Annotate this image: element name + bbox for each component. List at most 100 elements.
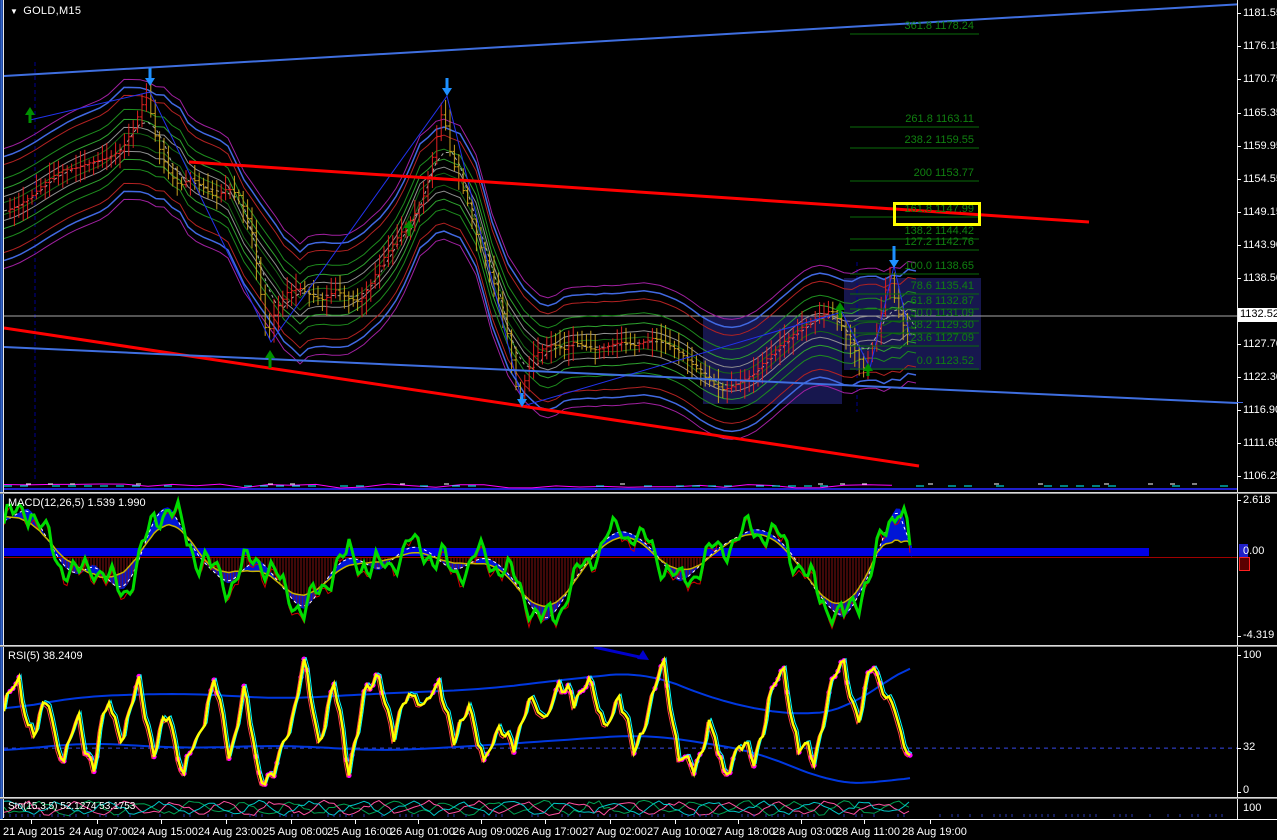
panel-left-border: [3, 0, 4, 818]
price-tick-mark: [1237, 410, 1241, 411]
buy-arrow-icon[interactable]: [25, 107, 35, 115]
rsi-axis-min: 0: [1243, 784, 1250, 796]
window-left-border: [0, 0, 3, 840]
rsi-lower-band-line: [4, 735, 911, 784]
time-label: 28 Aug 19:00: [902, 826, 967, 838]
buy-arrow-icon[interactable]: [265, 350, 275, 358]
fib-label-161.8: 161.8 1147.99: [904, 203, 974, 215]
fib-label-61.8: 61.8 1132.87: [910, 295, 974, 307]
time-label: 26 Aug 17:00: [517, 826, 582, 838]
price-tick-label: 1181.55: [1243, 7, 1277, 19]
fib-label-200: 200 1153.77: [913, 167, 974, 179]
annotation-arrow-line[interactable]: [593, 647, 645, 660]
consolidation-box[interactable]: [844, 278, 981, 370]
sell-arrow-icon[interactable]: [145, 78, 155, 86]
time-tick-mark: [31, 820, 32, 824]
macd-tick-mark: [1237, 500, 1241, 501]
price-tick-mark: [1237, 146, 1241, 147]
trendline-descending-support[interactable]: [4, 326, 920, 468]
highlight-box-161-8[interactable]: [893, 202, 981, 226]
time-label: 27 Aug 10:00: [647, 826, 712, 838]
fib-label-0.0: 0.0 1123.52: [916, 355, 974, 367]
time-tick-mark: [738, 820, 739, 824]
time-tick-mark: [545, 820, 546, 824]
price-tick-label: 1111.65: [1243, 437, 1277, 449]
rsi-panel-canvas[interactable]: [4, 647, 1237, 797]
time-label: 25 Aug 16:00: [327, 826, 392, 838]
price-tick-label: 1154.55: [1243, 173, 1277, 185]
strip-magenta-line: [4, 483, 893, 489]
panel-splitter-macd[interactable]: [0, 492, 1277, 494]
time-label: 25 Aug 08:00: [263, 826, 328, 838]
time-axis[interactable]: 21 Aug 2015 24 Aug 07:00 24 Aug 15:00 24 Au…: [0, 819, 1277, 840]
price-tick-label: 1165.35: [1243, 107, 1277, 119]
time-label: 21 Aug 2015: [3, 826, 65, 838]
band-line: [4, 144, 917, 386]
macd-green-line: [4, 495, 912, 628]
price-tick-mark: [1237, 443, 1241, 444]
band-line: [4, 198, 917, 440]
price-tick-label: 1116.90: [1243, 404, 1277, 416]
macd-panel-canvas[interactable]: [4, 494, 1237, 645]
rsi-tick-mark: [1237, 655, 1241, 656]
price-tick-mark: [1237, 344, 1241, 345]
price-tick-mark: [1237, 179, 1241, 180]
sell-arrow-icon[interactable]: [517, 399, 527, 407]
symbol-title[interactable]: ▼ GOLD,M15: [10, 5, 81, 17]
price-tick-label: 1127.70: [1243, 338, 1277, 350]
sell-arrow-icon[interactable]: [889, 260, 899, 268]
time-label: 26 Aug 01:00: [390, 826, 455, 838]
price-tick-mark: [1237, 212, 1241, 213]
sell-arrow-icon[interactable]: [442, 88, 452, 96]
buy-arrow-icon[interactable]: [835, 302, 845, 310]
time-label: 24 Aug 15:00: [133, 826, 198, 838]
fib-label-138.2: 138.2 1144.42: [904, 225, 974, 237]
price-tick-mark: [1237, 13, 1241, 14]
price-tick-label: 1149.15: [1243, 206, 1277, 218]
time-label: 28 Aug 03:00: [773, 826, 838, 838]
band-line: [4, 118, 917, 360]
price-axis[interactable]: 1181.55 1176.15 1170.75 1165.35 1159.95 1154.…: [1237, 0, 1277, 819]
main-chart-canvas[interactable]: [4, 0, 1237, 492]
macd-axis-min: -4.319: [1243, 629, 1275, 641]
trendline-upper-channel[interactable]: [4, 2, 1237, 77]
fib-label-78.6: 78.6 1135.41: [910, 280, 974, 292]
fib-label-127.2: 127.2 1142.76: [904, 236, 974, 248]
band-line: [4, 190, 917, 433]
fib-label-238.2: 238.2 1159.55: [904, 134, 974, 146]
rsi-label: RSI(5) 38.2409: [8, 650, 83, 662]
macd-zero-marker: [1239, 544, 1248, 557]
stoch-cyan-line: [4, 799, 910, 817]
macd-signal-marker: [1239, 557, 1250, 571]
rsi-tick-mark: [1237, 792, 1241, 793]
price-tick-mark: [1237, 377, 1241, 378]
panel-splitter-stoch[interactable]: [0, 797, 1277, 799]
time-label: 27 Aug 18:00: [710, 826, 775, 838]
rsi-axis-max: 100: [1243, 649, 1262, 661]
band-line: [4, 94, 917, 336]
time-tick-mark: [226, 820, 227, 824]
time-tick-mark: [801, 820, 802, 824]
band-line: [4, 182, 917, 424]
time-tick-mark: [930, 820, 931, 824]
macd-cloud-area: [4, 507, 912, 621]
trendline-descending-resistance[interactable]: [188, 160, 1090, 224]
stochastic-panel-canvas[interactable]: [4, 799, 1237, 818]
band-line: [4, 78, 917, 320]
rsi-cyan-line: [5, 656, 913, 783]
macd-label: MACD(12,26,5) 1.539 1.990: [8, 497, 146, 509]
time-tick-mark: [291, 820, 292, 824]
price-tick-label: 1138.50: [1243, 272, 1277, 284]
trendline-lower-channel[interactable]: [4, 346, 1237, 404]
price-tick-mark: [1237, 278, 1241, 279]
panel-splitter-rsi[interactable]: [0, 645, 1277, 647]
time-tick-mark: [97, 820, 98, 824]
buy-arrow-icon[interactable]: [863, 363, 873, 371]
rsi-axis-mid: 32: [1243, 741, 1256, 753]
buy-arrow-icon[interactable]: [404, 220, 414, 228]
price-tick-label: 1106.25: [1243, 470, 1277, 482]
fib-label-261.8: 261.8 1163.11: [905, 113, 974, 125]
time-label: 28 Aug 11:00: [836, 826, 901, 838]
macd-axis-max: 2.618: [1243, 494, 1271, 506]
current-price-tag: 1132.52: [1238, 308, 1277, 322]
